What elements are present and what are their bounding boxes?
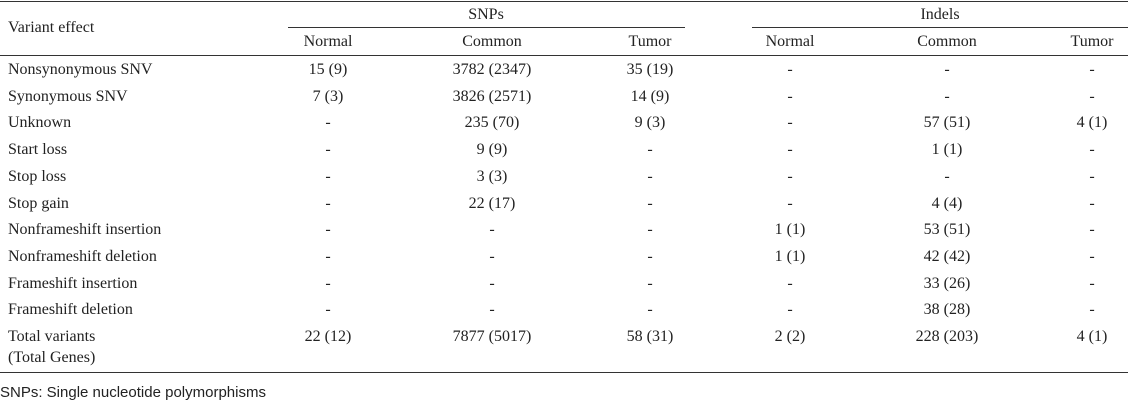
- cell: 14 (9): [630, 87, 670, 105]
- row-header: Variant effect: [8, 19, 95, 36]
- cell: -: [325, 114, 331, 132]
- cell: -: [325, 221, 331, 239]
- cell: 9 (3): [634, 114, 666, 132]
- cell: 35 (19): [626, 61, 674, 78]
- row-label: Nonframeshift insertion: [8, 221, 162, 239]
- cell: -: [489, 247, 495, 265]
- column-header: Normal: [303, 33, 353, 50]
- cell: -: [787, 167, 793, 185]
- column-header: Normal: [765, 33, 815, 50]
- row-label: Total variants: [8, 328, 96, 345]
- cell: -: [1089, 167, 1095, 185]
- cell: -: [325, 274, 331, 292]
- top-rule: [0, 1, 1128, 2]
- row-label: Synonymous SNV: [8, 87, 128, 105]
- column-header: Tumor: [1070, 33, 1114, 50]
- cell: 3 (3): [476, 167, 508, 185]
- row-label: Nonsynonymous SNV: [8, 61, 153, 78]
- cell: 1 (1): [774, 221, 806, 239]
- group-rule: [288, 27, 685, 28]
- cell: -: [647, 167, 653, 185]
- cell: -: [787, 274, 793, 292]
- cell: -: [787, 114, 793, 132]
- group-rule: [752, 27, 1128, 28]
- row-sublabel: (Total Genes): [8, 349, 96, 366]
- cell: 2 (2): [774, 328, 806, 345]
- cell: -: [1089, 221, 1095, 239]
- footnote: SNPs: Single nucleotide polymorphisms: [0, 384, 266, 401]
- row-label: Stop loss: [8, 167, 67, 185]
- bottom-rule: [0, 372, 1128, 373]
- cell: -: [325, 141, 331, 159]
- cell: -: [1089, 61, 1095, 78]
- cell: -: [325, 167, 331, 185]
- group-header: SNPs: [468, 6, 504, 23]
- cell: -: [647, 274, 653, 292]
- cell: 22 (17): [468, 194, 516, 212]
- cell: 235 (70): [464, 114, 520, 132]
- cell: 4 (4): [931, 194, 963, 212]
- cell: 3782 (2347): [452, 61, 532, 78]
- cell: 1 (1): [931, 141, 963, 159]
- row-label: Unknown: [8, 114, 72, 132]
- column-header: Tumor: [628, 33, 672, 50]
- cell: -: [1089, 141, 1095, 159]
- cell: 1 (1): [774, 247, 806, 265]
- cell: -: [647, 221, 653, 239]
- column-header: Common: [462, 33, 522, 50]
- cell: 228 (203): [915, 328, 979, 345]
- cell: -: [647, 141, 653, 159]
- cell: -: [1089, 194, 1095, 212]
- header-rule: [0, 55, 1128, 56]
- cell: 4 (1): [1076, 328, 1108, 345]
- cell: -: [325, 194, 331, 212]
- cell: -: [647, 247, 653, 265]
- cell: -: [489, 274, 495, 292]
- cell: -: [787, 87, 793, 105]
- cell: 53 (51): [923, 221, 971, 239]
- cell: 58 (31): [626, 328, 674, 345]
- cell: -: [944, 61, 950, 78]
- cell: 22 (12): [304, 328, 352, 345]
- cell: -: [1089, 247, 1095, 265]
- cell: -: [1089, 274, 1095, 292]
- row-label: Frameshift deletion: [8, 301, 133, 319]
- cell: -: [787, 61, 793, 78]
- cell: 7877 (5017): [452, 328, 532, 345]
- cell: 3826 (2571): [452, 87, 532, 105]
- cell: -: [1089, 301, 1095, 319]
- row-label: Frameshift insertion: [8, 274, 138, 292]
- cell: -: [944, 167, 950, 185]
- cell: 9 (9): [476, 141, 508, 159]
- row-label: Start loss: [8, 141, 68, 159]
- cell: 33 (26): [923, 274, 971, 292]
- cell: 38 (28): [923, 301, 971, 319]
- cell: 7 (3): [312, 87, 344, 105]
- row-label: Stop gain: [8, 194, 69, 212]
- cell: -: [787, 141, 793, 159]
- row-label: Nonframeshift deletion: [8, 247, 157, 265]
- cell: 42 (42): [923, 247, 971, 265]
- cell: -: [489, 301, 495, 319]
- cell: -: [325, 247, 331, 265]
- cell: -: [647, 301, 653, 319]
- cell: -: [787, 194, 793, 212]
- cell: -: [1089, 87, 1095, 105]
- column-header: Common: [917, 33, 977, 50]
- cell: -: [647, 194, 653, 212]
- cell: -: [325, 301, 331, 319]
- group-header: Indels: [920, 6, 960, 23]
- cell: -: [489, 221, 495, 239]
- cell: 15 (9): [308, 61, 348, 78]
- cell: 4 (1): [1076, 114, 1108, 132]
- cell: -: [787, 301, 793, 319]
- cell: 57 (51): [923, 114, 971, 132]
- cell: -: [944, 87, 950, 105]
